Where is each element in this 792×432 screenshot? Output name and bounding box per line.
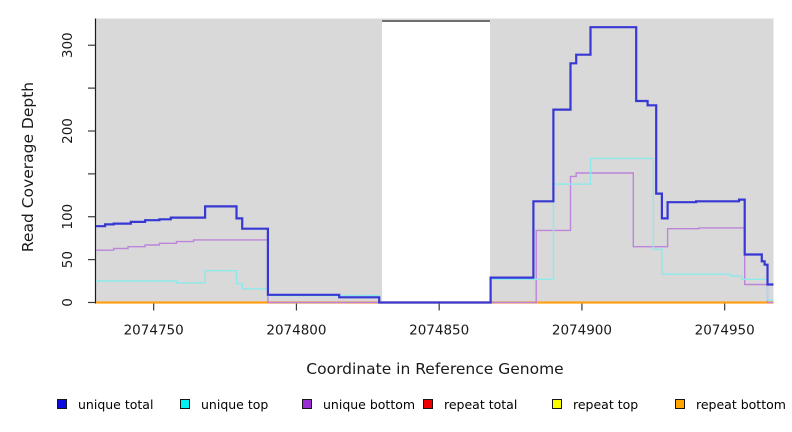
legend-item-repeat-total: repeat total: [423, 396, 518, 412]
y-axis-title: Read Coverage Depth: [19, 81, 37, 253]
x-tick-label: 2074850: [409, 323, 469, 339]
series-unique-bottom: [96, 172, 774, 304]
legend-label: repeat total: [444, 396, 518, 412]
legend-label: unique total: [78, 396, 154, 412]
y-tick-label: 100: [60, 204, 76, 230]
series-unique-total: [96, 26, 774, 304]
legend-item-unique-bottom: unique bottom: [302, 396, 416, 412]
repeat-bottom-swatch-icon: [675, 399, 685, 409]
x-axis-title: Coordinate in Reference Genome: [306, 360, 564, 378]
repeat-total-swatch-icon: [423, 399, 433, 409]
x-tick-label: 2074950: [695, 323, 755, 339]
legend-label: unique bottom: [323, 396, 416, 412]
y-tick-label: 300: [60, 32, 76, 58]
legend-item-repeat-top: repeat top: [552, 396, 639, 412]
series-unique-top: [96, 157, 774, 304]
masked-region: [382, 22, 490, 304]
legend-label: unique top: [201, 396, 269, 412]
unique-bottom-swatch-icon: [302, 399, 312, 409]
legend-item-unique-top: unique top: [180, 396, 269, 412]
x-tick-label: 2074900: [552, 323, 612, 339]
y-tick-label: 0: [60, 298, 76, 307]
x-tick-label: 2074800: [266, 323, 326, 339]
repeat-top-swatch-icon: [552, 399, 562, 409]
x-tick-label: 2074750: [124, 323, 184, 339]
y-tick-label: 50: [60, 251, 76, 268]
legend-label: repeat bottom: [696, 396, 786, 412]
legend-label: repeat top: [573, 396, 639, 412]
unique-top-swatch-icon: [180, 399, 190, 409]
legend-item-repeat-bottom: repeat bottom: [675, 396, 786, 412]
y-tick-label: 200: [60, 118, 76, 144]
unique-total-swatch-icon: [57, 399, 67, 409]
legend-item-unique-total: unique total: [57, 396, 154, 412]
